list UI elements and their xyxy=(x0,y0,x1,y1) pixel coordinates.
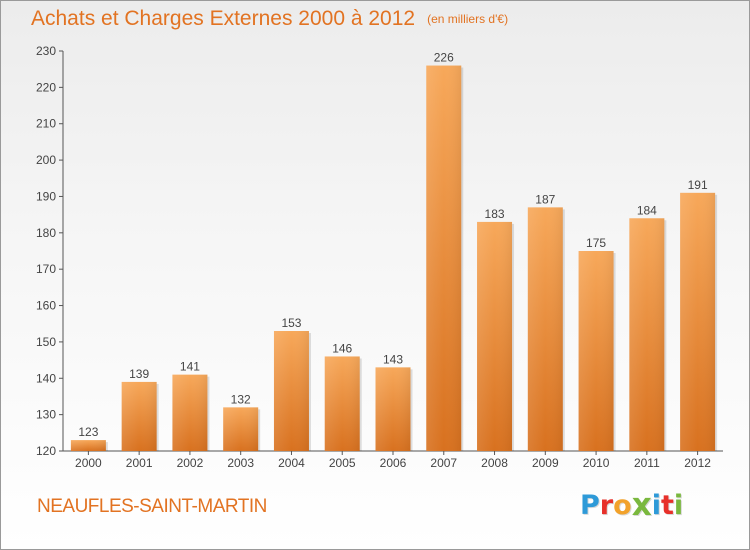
x-tick-label: 2012 xyxy=(684,456,711,470)
bar-value-label: 183 xyxy=(485,207,505,221)
bar-value-label: 141 xyxy=(180,360,200,374)
y-tick-label: 160 xyxy=(36,299,56,313)
bar-highlight xyxy=(680,192,716,451)
x-tick-label: 2010 xyxy=(583,456,610,470)
bar-value-label: 184 xyxy=(637,203,657,217)
logo-letter: i xyxy=(651,490,661,521)
chart-subtitle: (en milliers d'€) xyxy=(427,12,509,26)
bar-highlight xyxy=(324,356,360,451)
chart-title-text: Achats et Charges Externes 2000 à 2012 xyxy=(31,7,416,30)
bar-highlight xyxy=(375,367,411,451)
bar-value-label: 153 xyxy=(281,316,301,330)
bar-highlight xyxy=(223,407,259,451)
bar-value-label: 191 xyxy=(688,178,708,192)
bar-value-label: 123 xyxy=(78,425,98,439)
bar-value-label: 132 xyxy=(231,392,251,406)
logo-letter: x xyxy=(631,487,652,523)
bar-highlight xyxy=(629,218,665,451)
bar-value-label: 187 xyxy=(535,192,555,206)
proxiti-logo: Proxiti xyxy=(580,486,684,523)
logo-letter: P xyxy=(580,490,600,521)
y-tick-label: 190 xyxy=(36,189,56,203)
x-tick-label: 2009 xyxy=(532,456,559,470)
logo-letter: o xyxy=(613,490,632,521)
bar-highlight xyxy=(527,207,563,451)
x-tick-label: 2005 xyxy=(329,456,356,470)
bar-highlight xyxy=(121,381,157,451)
x-tick-label: 2011 xyxy=(634,456,660,470)
x-tick-label: 2006 xyxy=(380,456,407,470)
x-tick-label: 2002 xyxy=(177,456,204,470)
y-tick-label: 180 xyxy=(36,226,56,240)
bar-highlight xyxy=(70,440,106,451)
y-tick-label: 220 xyxy=(36,80,56,94)
y-tick-label: 170 xyxy=(36,262,56,276)
bar-highlight xyxy=(477,221,513,451)
y-tick-label: 150 xyxy=(36,335,56,349)
bar-highlight xyxy=(578,251,614,451)
bar-value-label: 139 xyxy=(129,367,149,381)
bar-value-label: 226 xyxy=(434,51,454,65)
y-tick-label: 230 xyxy=(36,44,56,58)
bar-value-label: 175 xyxy=(586,236,606,250)
y-tick-label: 120 xyxy=(36,444,56,458)
x-tick-label: 2001 xyxy=(126,456,153,470)
bar-highlight xyxy=(273,331,309,451)
logo-letter: t xyxy=(660,490,674,521)
x-tick-label: 2004 xyxy=(278,456,305,470)
y-tick-label: 210 xyxy=(36,117,56,131)
x-tick-label: 2003 xyxy=(227,456,254,470)
x-tick-label: 2007 xyxy=(430,456,457,470)
logo-letter: r xyxy=(599,490,614,521)
y-tick-label: 130 xyxy=(36,408,56,422)
x-tick-label: 2008 xyxy=(481,456,508,470)
bar-highlight xyxy=(426,65,462,451)
bar-value-label: 146 xyxy=(332,341,352,355)
chart-title: Achats et Charges Externes 2000 à 2012 (e… xyxy=(31,7,508,31)
bar-value-label: 143 xyxy=(383,352,403,366)
bar-highlight xyxy=(172,374,208,451)
commune-name: NEAUFLES-SAINT-MARTIN xyxy=(37,496,267,517)
y-tick-label: 140 xyxy=(36,371,56,385)
y-tick-label: 200 xyxy=(36,153,56,167)
x-tick-label: 2000 xyxy=(75,456,102,470)
logo-letter: i xyxy=(673,490,684,521)
